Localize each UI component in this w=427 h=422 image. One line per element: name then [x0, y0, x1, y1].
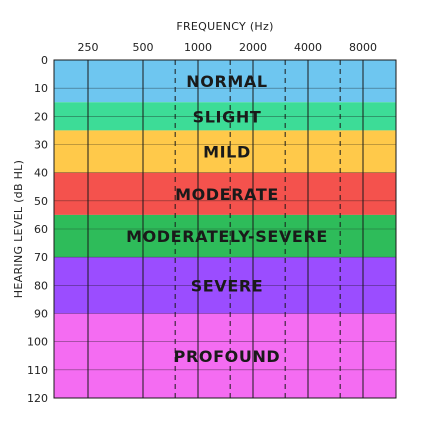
band-label-normal: NORMAL [186, 72, 267, 91]
y-tick-label: 10 [34, 82, 48, 95]
y-tick-label: 40 [34, 167, 48, 180]
band-label-slight: SLIGHT [193, 107, 262, 126]
y-tick-label: 50 [34, 195, 48, 208]
y-tick-label: 120 [27, 392, 48, 405]
x-tick-label: 1000 [184, 41, 212, 54]
band-normal [54, 60, 396, 103]
band-label-profound: PROFOUND [174, 347, 281, 366]
band-label-moderate: MODERATE [175, 185, 279, 204]
band-moderate [54, 172, 396, 215]
y-tick-label: 100 [27, 336, 48, 349]
x-tick-label: 8000 [349, 41, 377, 54]
band-label-severe: SEVERE [191, 276, 264, 295]
x-axis-title: FREQUENCY (Hz) [176, 20, 273, 33]
y-tick-label: 20 [34, 110, 48, 123]
y-tick-label: 60 [34, 223, 48, 236]
plot-frame [53, 59, 397, 399]
x-tick-label: 250 [78, 41, 99, 54]
y-tick-label: 0 [41, 54, 48, 67]
band-labels: NORMAL SLIGHT MILD MODERATE MODERATELY-SEVER… [126, 72, 328, 366]
band-label-mild: MILD [203, 143, 251, 162]
y-tick-label: 70 [34, 251, 48, 264]
y-tick-label: 80 [34, 279, 48, 292]
x-tick-label: 2000 [239, 41, 267, 54]
chart-grid [54, 60, 396, 398]
y-tick-label: 90 [34, 308, 48, 321]
y-axis-title: HEARING LEVEL (dB HL) [12, 160, 25, 298]
x-tick-label: 500 [133, 41, 154, 54]
band-profound [54, 313, 396, 398]
y-tick-label: 110 [27, 364, 48, 377]
band-mild [54, 130, 396, 173]
band-label-moderately-severe: MODERATELY-SEVERE [126, 227, 328, 246]
band-moderately-severe [54, 214, 396, 258]
y-tick-label: 30 [34, 139, 48, 152]
x-tick-labels: 250 500 1000 2000 4000 8000 [78, 41, 378, 54]
y-tick-labels: 0 10 20 30 40 50 60 70 80 90 100 110 120 [27, 54, 48, 405]
x-tick-label: 4000 [294, 41, 322, 54]
